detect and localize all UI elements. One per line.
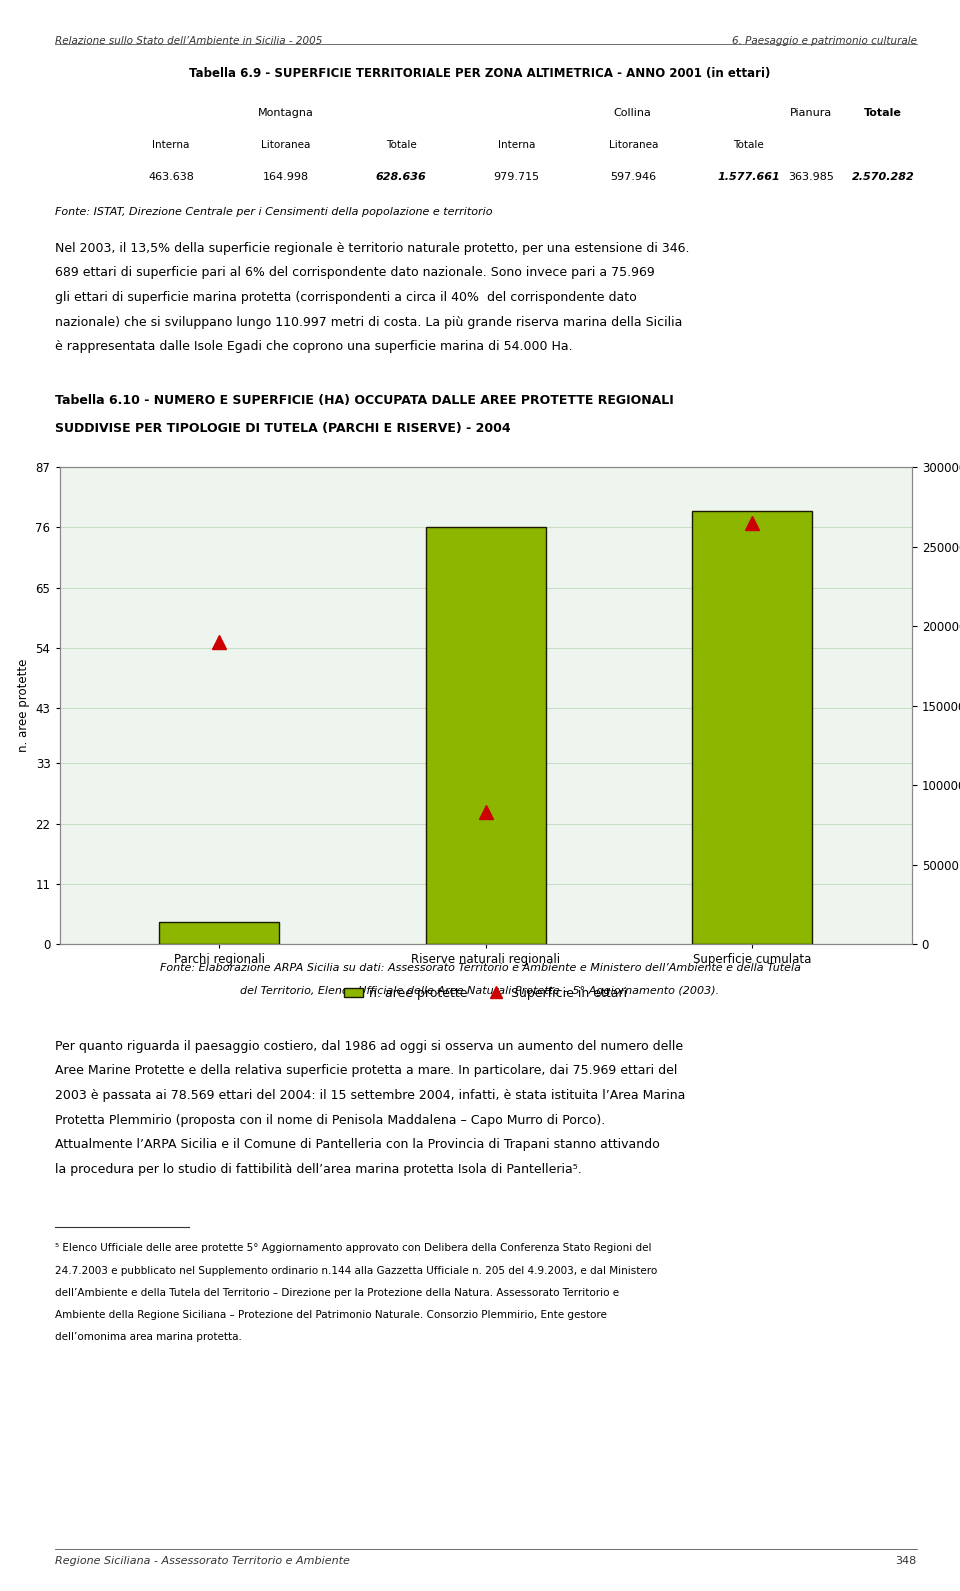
Text: Totale: Totale [864,108,902,118]
Text: Fonte: ISTAT, Direzione Centrale per i Censimenti della popolazione e territorio: Fonte: ISTAT, Direzione Centrale per i C… [55,207,492,216]
Text: 6. Paesaggio e patrimonio culturale: 6. Paesaggio e patrimonio culturale [732,35,917,46]
Text: Totale: Totale [386,140,417,150]
Text: 463.638: 463.638 [148,172,194,181]
Text: Pianura: Pianura [790,108,832,118]
Bar [692,511,812,945]
Text: SUDDIVISE PER TIPOLOGIE DI TUTELA (PARCHI E RISERVE) - 2004: SUDDIVISE PER TIPOLOGIE DI TUTELA (PARCH… [55,423,511,436]
Text: ⁵ Elenco Ufficiale delle aree protette 5° Aggiornamento approvato con Delibera d: ⁵ Elenco Ufficiale delle aree protette 5… [55,1244,651,1254]
Text: la procedura per lo studio di fattibilità dell’area marina protetta Isola di Pan: la procedura per lo studio di fattibilit… [55,1163,582,1176]
Text: Totale: Totale [733,140,764,150]
Text: dell’Ambiente e della Tutela del Territorio – Direzione per la Protezione della : dell’Ambiente e della Tutela del Territo… [55,1289,619,1298]
Legend: n. aree protette, Superficie in ettari: n. aree protette, Superficie in ettari [339,982,633,1006]
Text: Nel 2003, il 13,5% della superficie regionale è territorio naturale protetto, pe: Nel 2003, il 13,5% della superficie regi… [55,242,689,255]
Text: Litoranea: Litoranea [609,140,659,150]
Text: Attualmente l’ARPA Sicilia e il Comune di Pantelleria con la Provincia di Trapan: Attualmente l’ARPA Sicilia e il Comune d… [55,1139,660,1152]
Text: Tabella 6.9 - SUPERFICIE TERRITORIALE PER ZONA ALTIMETRICA - ANNO 2001 (in ettar: Tabella 6.9 - SUPERFICIE TERRITORIALE PE… [189,67,771,80]
Text: Relazione sullo Stato dell’Ambiente in Sicilia - 2005: Relazione sullo Stato dell’Ambiente in S… [55,35,323,46]
Text: Ambiente della Regione Siciliana – Protezione del Patrimonio Naturale. Consorzio: Ambiente della Regione Siciliana – Prote… [55,1311,607,1321]
Text: Protetta Plemmirio (proposta con il nome di Penisola Maddalena – Capo Murro di P: Protetta Plemmirio (proposta con il nome… [55,1114,605,1126]
Text: 689 ettari di superficie pari al 6% del corrispondente dato nazionale. Sono inve: 689 ettari di superficie pari al 6% del … [55,266,655,280]
Text: del Territorio, Elenco Ufficiale delle Aree Naturali Protette – 5° Aggiornamento: del Territorio, Elenco Ufficiale delle A… [240,986,720,996]
Text: Litoranea: Litoranea [261,140,311,150]
Text: Interna: Interna [498,140,535,150]
Text: 24.7.2003 e pubblicato nel Supplemento ordinario n.144 alla Gazzetta Ufficiale n: 24.7.2003 e pubblicato nel Supplemento o… [55,1266,657,1276]
Y-axis label: n. aree protette: n. aree protette [17,659,30,753]
Text: 597.946: 597.946 [611,172,657,181]
Text: Regione Siciliana - Assessorato Territorio e Ambiente: Regione Siciliana - Assessorato Territor… [55,1556,349,1566]
Text: Per quanto riguarda il paesaggio costiero, dal 1986 ad oggi si osserva un aument: Per quanto riguarda il paesaggio costier… [55,1041,683,1053]
Text: 348: 348 [896,1556,917,1566]
Text: Collina: Collina [613,108,652,118]
Text: 979.715: 979.715 [493,172,540,181]
Text: Interna: Interna [153,140,189,150]
Text: dell’omonima area marina protetta.: dell’omonima area marina protetta. [55,1333,242,1343]
Bar [159,923,279,945]
Bar [426,527,545,945]
Text: 164.998: 164.998 [263,172,309,181]
Text: 628.636: 628.636 [376,172,426,181]
Text: gli ettari di superficie marina protetta (corrispondenti a circa il 40%  del cor: gli ettari di superficie marina protetta… [55,291,636,304]
Text: Aree Marine Protette e della relativa superficie protetta a mare. In particolare: Aree Marine Protette e della relativa su… [55,1064,677,1077]
Text: 1.577.661: 1.577.661 [717,172,780,181]
Text: 2.570.282: 2.570.282 [852,172,915,181]
Text: 2003 è passata ai 78.569 ettari del 2004: il 15 settembre 2004, infatti, è stata: 2003 è passata ai 78.569 ettari del 2004… [55,1090,685,1103]
Text: Montagna: Montagna [258,108,314,118]
Text: Tabella 6.10 - NUMERO E SUPERFICIE (HA) OCCUPATA DALLE AREE PROTETTE REGIONALI: Tabella 6.10 - NUMERO E SUPERFICIE (HA) … [55,395,674,407]
Text: nazionale) che si sviluppano lungo 110.997 metri di costa. La più grande riserva: nazionale) che si sviluppano lungo 110.9… [55,317,683,329]
Text: 363.985: 363.985 [788,172,834,181]
Text: è rappresentata dalle Isole Egadi che coprono una superficie marina di 54.000 Ha: è rappresentata dalle Isole Egadi che co… [55,340,572,353]
Text: Fonte: Elaborazione ARPA Sicilia su dati: Assessorato Territorio e Ambiente e Mi: Fonte: Elaborazione ARPA Sicilia su dati… [159,964,801,974]
